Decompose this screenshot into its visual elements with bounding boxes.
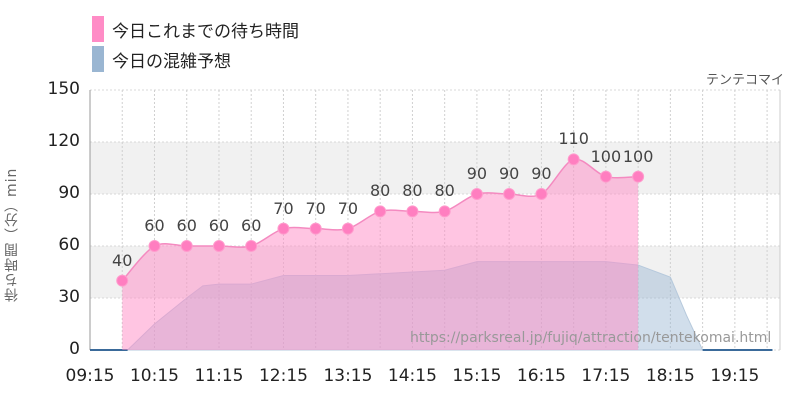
data-point	[470, 188, 483, 200]
x-tick-label: 13:15	[323, 366, 373, 386]
x-tick-label: 12:15	[258, 366, 308, 386]
x-tick-label: 10:15	[129, 366, 179, 386]
x-tick-label: 18:15	[645, 366, 695, 386]
legend-swatch-wait	[92, 16, 104, 42]
data-point	[406, 205, 419, 218]
data-label: 80	[434, 181, 455, 201]
legend: 今日これまでの待ち時間 今日の混雑予想	[92, 14, 299, 74]
data-point	[503, 188, 516, 200]
legend-label-crowd: 今日の混雑予想	[112, 51, 231, 72]
x-tick-label: 09:15	[65, 366, 115, 386]
data-point	[309, 222, 322, 235]
y-tick-label: 30	[58, 287, 80, 307]
y-tick-label: 120	[47, 131, 80, 151]
data-point	[245, 240, 258, 252]
series-wait-area	[122, 159, 639, 350]
data-point	[374, 205, 387, 218]
data-label: 90	[531, 164, 552, 183]
data-point	[212, 240, 225, 252]
x-tick-label: 15:15	[452, 366, 502, 386]
source-url: https://parksreal.jp/fujiq/attraction/te…	[410, 330, 772, 346]
data-label: 70	[273, 198, 294, 218]
y-tick-label: 150	[47, 79, 80, 99]
data-point	[567, 153, 580, 166]
y-tick-label: 90	[58, 183, 80, 203]
data-point	[599, 170, 612, 183]
data-label: 100	[622, 146, 654, 166]
data-label: 110	[558, 129, 589, 149]
legend-label-wait: 今日これまでの待ち時間	[112, 21, 299, 42]
data-label: 40	[112, 250, 133, 270]
data-label: 60	[241, 216, 262, 235]
x-tick-label: 16:15	[516, 366, 566, 386]
data-label: 60	[176, 216, 197, 235]
data-label: 60	[208, 216, 230, 235]
data-point	[148, 240, 161, 252]
data-label: 90	[466, 164, 488, 183]
data-label: 70	[337, 198, 359, 218]
data-point	[535, 188, 548, 200]
attraction-name: テンテコマイ	[705, 73, 784, 88]
data-label: 60	[144, 216, 165, 235]
y-tick-label: 60	[58, 235, 80, 255]
data-label: 90	[498, 164, 520, 183]
x-tick-label: 11:15	[194, 366, 244, 386]
legend-swatch-crowd	[92, 46, 104, 72]
y-tick-label: 0	[69, 339, 80, 359]
data-point	[277, 222, 290, 235]
data-label: 100	[590, 146, 622, 166]
data-label: 70	[305, 198, 326, 218]
grid-band	[90, 142, 780, 194]
data-point	[180, 240, 193, 252]
x-tick-label: 19:15	[710, 366, 760, 386]
data-label: 80	[369, 181, 391, 201]
data-point	[632, 170, 645, 183]
legend-item-wait: 今日これまでの待ち時間	[92, 14, 299, 44]
data-point	[341, 222, 354, 235]
x-tick-label: 14:15	[387, 366, 437, 386]
data-label: 80	[402, 181, 423, 201]
data-point	[116, 274, 129, 287]
x-tick-label: 17:15	[581, 366, 631, 386]
data-point	[438, 205, 451, 218]
legend-item-crowd: 今日の混雑予想	[92, 44, 299, 74]
